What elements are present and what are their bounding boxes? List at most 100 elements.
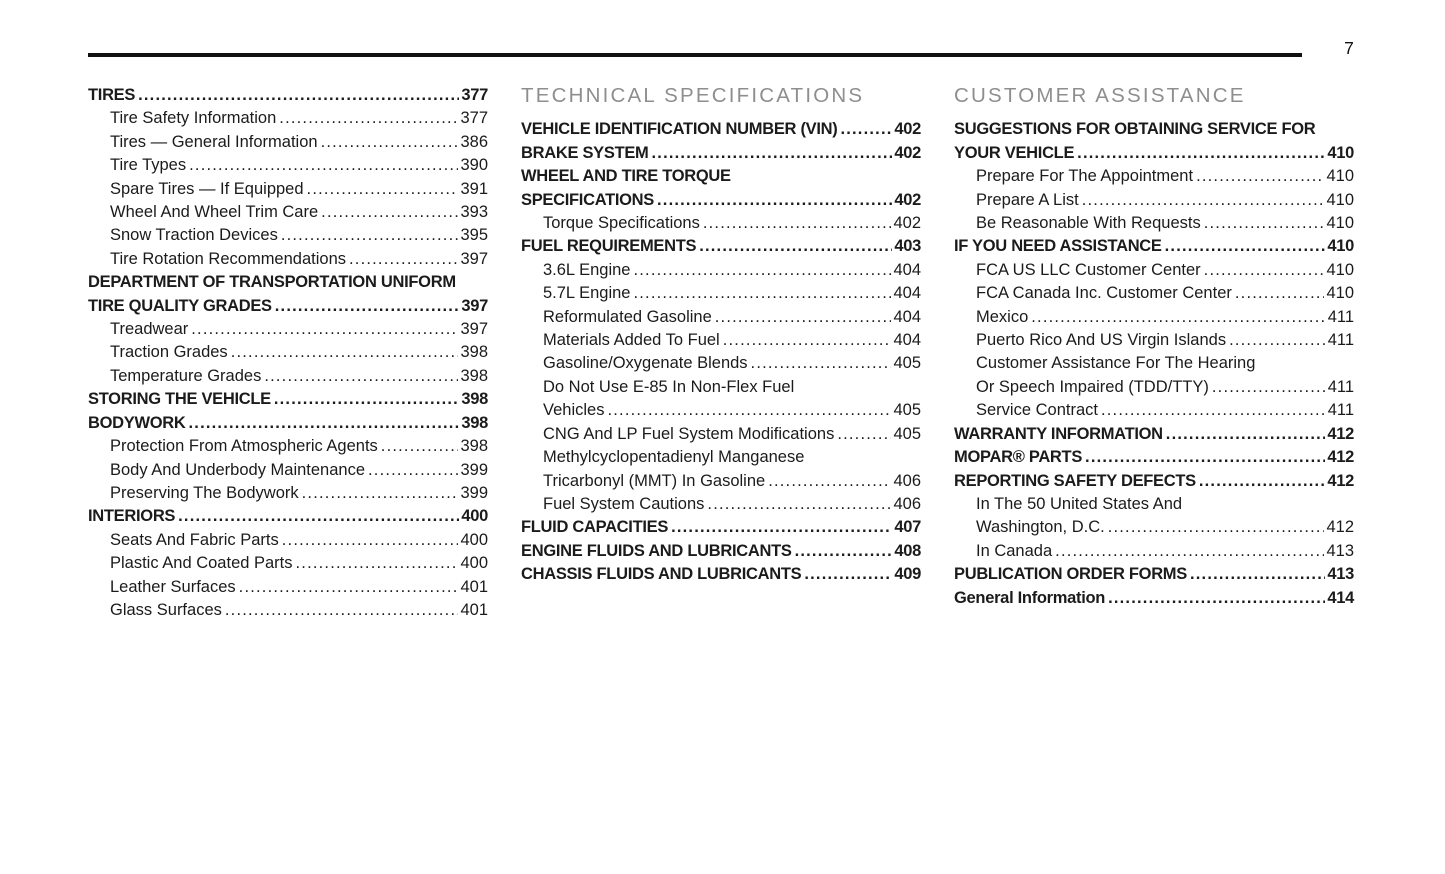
toc-entry[interactable]: FCA US LLC Customer Center 410 [954,259,1354,282]
toc-entry[interactable]: Body And Underbody Maintenance 399 [88,459,488,482]
toc-entry[interactable]: Preserving The Bodywork 399 [88,482,488,505]
entry-page-number: 401 [460,577,488,596]
toc-entry[interactable]: Traction Grades 398 [88,341,488,364]
toc-entry[interactable]: Vehicles 405 [521,399,921,422]
toc-entry[interactable]: Mexico 411 [954,306,1354,329]
entry-label: Temperature Grades [110,366,262,385]
toc-entry[interactable]: FCA Canada Inc. Customer Center 410 [954,282,1354,305]
toc-entry[interactable]: DEPARTMENT OF TRANSPORTATION UNIFORM [88,271,488,294]
toc-entry[interactable]: Protection From Atmospheric Agents 398 [88,435,488,458]
toc-entry[interactable]: SPECIFICATIONS 402 [521,189,921,212]
toc-entry[interactable]: 3.6L Engine 404 [521,259,921,282]
toc-entry[interactable]: PUBLICATION ORDER FORMS 413 [954,563,1354,586]
toc-entry[interactable]: Prepare For The Appointment 410 [954,165,1354,188]
toc-entry[interactable]: STORING THE VEHICLE 398 [88,388,488,411]
toc-entry[interactable]: Puerto Rico And US Virgin Islands 411 [954,329,1354,352]
toc-entry[interactable]: FLUID CAPACITIES 407 [521,516,921,539]
toc-entry[interactable]: Do Not Use E-85 In Non-Flex Fuel [521,376,921,399]
entry-page-number: 412 [1327,424,1354,443]
entry-page-number: 405 [893,354,921,373]
entry-page-number: 410 [1326,214,1354,233]
entry-page-number: 405 [893,424,921,443]
toc-entry[interactable]: WHEEL AND TIRE TORQUE [521,165,921,188]
entry-label: FCA US LLC Customer Center [976,260,1201,279]
toc-entry[interactable]: Materials Added To Fuel 404 [521,329,921,352]
toc-entry[interactable]: ENGINE FLUIDS AND LUBRICANTS 408 [521,540,921,563]
entry-label: Be Reasonable With Requests [976,214,1201,233]
entry-page-number: 377 [461,86,488,104]
entry-page-number: 407 [894,518,921,537]
entry-label: YOUR VEHICLE [954,143,1075,162]
toc-entry[interactable]: TIRE QUALITY GRADES 397 [88,295,488,318]
toc-entry[interactable]: Gasoline/Oxygenate Blends 405 [521,352,921,375]
entry-page-number: 410 [1326,284,1354,303]
dot-leader [264,365,458,388]
toc-entry[interactable]: Customer Assistance For The Hearing [954,352,1354,375]
entry-label: BODYWORK [88,413,186,432]
entry-label: Spare Tires — If Equipped [110,179,304,198]
toc-entry[interactable]: FUEL REQUIREMENTS 403 [521,235,921,258]
toc-entry[interactable]: CNG And LP Fuel System Modifications 405 [521,423,921,446]
toc-entry[interactable]: Prepare A List 410 [954,189,1354,212]
dot-leader [723,329,892,352]
toc-entry[interactable]: Torque Specifications 402 [521,212,921,235]
toc-entry[interactable]: VEHICLE IDENTIFICATION NUMBER (VIN) 402 [521,118,921,141]
toc-entry[interactable]: Tire Types 390 [88,154,488,177]
toc-entry[interactable]: MOPAR® PARTS 412 [954,446,1354,469]
toc-entry[interactable]: Wheel And Wheel Trim Care 393 [88,201,488,224]
toc-entry[interactable]: Reformulated Gasoline 404 [521,306,921,329]
entry-label: Torque Specifications [543,214,700,233]
dot-leader [633,259,891,282]
toc-entry[interactable]: 5.7L Engine 404 [521,282,921,305]
toc-entry[interactable]: TIRES 377 [88,84,488,107]
toc-entry[interactable]: Be Reasonable With Requests 410 [954,212,1354,235]
entry-label: STORING THE VEHICLE [88,390,271,409]
dot-leader [302,482,459,505]
toc-entry[interactable]: Service Contract 411 [954,399,1354,422]
toc-entry[interactable]: Or Speech Impaired (TDD/TTY) 411 [954,376,1354,399]
toc-entry[interactable]: REPORTING SAFETY DEFECTS 412 [954,470,1354,493]
entry-page-number: 412 [1327,471,1354,490]
entry-page-number: 404 [893,284,921,303]
dot-leader [296,552,459,575]
toc-entry[interactable]: BODYWORK 398 [88,412,488,435]
toc-entry[interactable]: Methylcyclopentadienyl Manganese [521,446,921,469]
toc-entry[interactable]: IF YOU NEED ASSISTANCE 410 [954,235,1354,258]
entry-page-number: 402 [894,190,921,209]
toc-entry[interactable]: Tire Rotation Recommendations 397 [88,248,488,271]
toc-entry[interactable]: INTERIORS 400 [88,505,488,528]
toc-entry[interactable]: Snow Traction Devices 395 [88,224,488,247]
toc-entry[interactable]: General Information 414 [954,587,1354,610]
entry-label: CNG And LP Fuel System Modifications [543,424,835,443]
dot-leader [239,576,459,599]
toc-column: TECHNICAL SPECIFICATIONS VEHICLE IDENTIFI… [521,84,921,622]
toc-entry[interactable]: Fuel System Cautions 406 [521,493,921,516]
entry-label: Vehicles [543,401,605,420]
toc-entry[interactable]: Tricarbonyl (MMT) In Gasoline 406 [521,470,921,493]
toc-entry[interactable]: Tires — General Information 386 [88,131,488,154]
toc-entry[interactable]: Leather Surfaces 401 [88,576,488,599]
entry-label: Preserving The Bodywork [110,483,299,502]
entry-page-number: 400 [461,507,488,526]
toc-entry[interactable]: WARRANTY INFORMATION 412 [954,423,1354,446]
toc-entry[interactable]: SUGGESTIONS FOR OBTAINING SERVICE FOR [954,118,1354,141]
toc-entry[interactable]: Tire Safety Information 377 [88,107,488,130]
toc-entry[interactable]: Spare Tires — If Equipped 391 [88,178,488,201]
entry-page-number: 399 [460,460,488,479]
toc-entry[interactable]: In Canada 413 [954,540,1354,563]
entry-page-number: 411 [1327,377,1354,396]
entry-page-number: 404 [893,307,921,326]
toc-entry[interactable]: Treadwear 397 [88,318,488,341]
page-number: 7 [1344,38,1354,58]
toc-entry[interactable]: Washington, D.C. 412 [954,516,1354,539]
toc-entry[interactable]: Seats And Fabric Parts 400 [88,529,488,552]
toc-entry[interactable]: Temperature Grades 398 [88,365,488,388]
toc-entry[interactable]: Plastic And Coated Parts 400 [88,552,488,575]
dot-leader [1229,329,1326,352]
toc-entry[interactable]: Glass Surfaces 401 [88,599,488,622]
toc-entry[interactable]: YOUR VEHICLE 410 [954,142,1354,165]
toc-entry[interactable]: In The 50 United States And [954,493,1354,516]
entry-page-number: 398 [460,437,488,456]
toc-entry[interactable]: CHASSIS FLUIDS AND LUBRICANTS 409 [521,563,921,586]
toc-entry[interactable]: BRAKE SYSTEM 402 [521,142,921,165]
